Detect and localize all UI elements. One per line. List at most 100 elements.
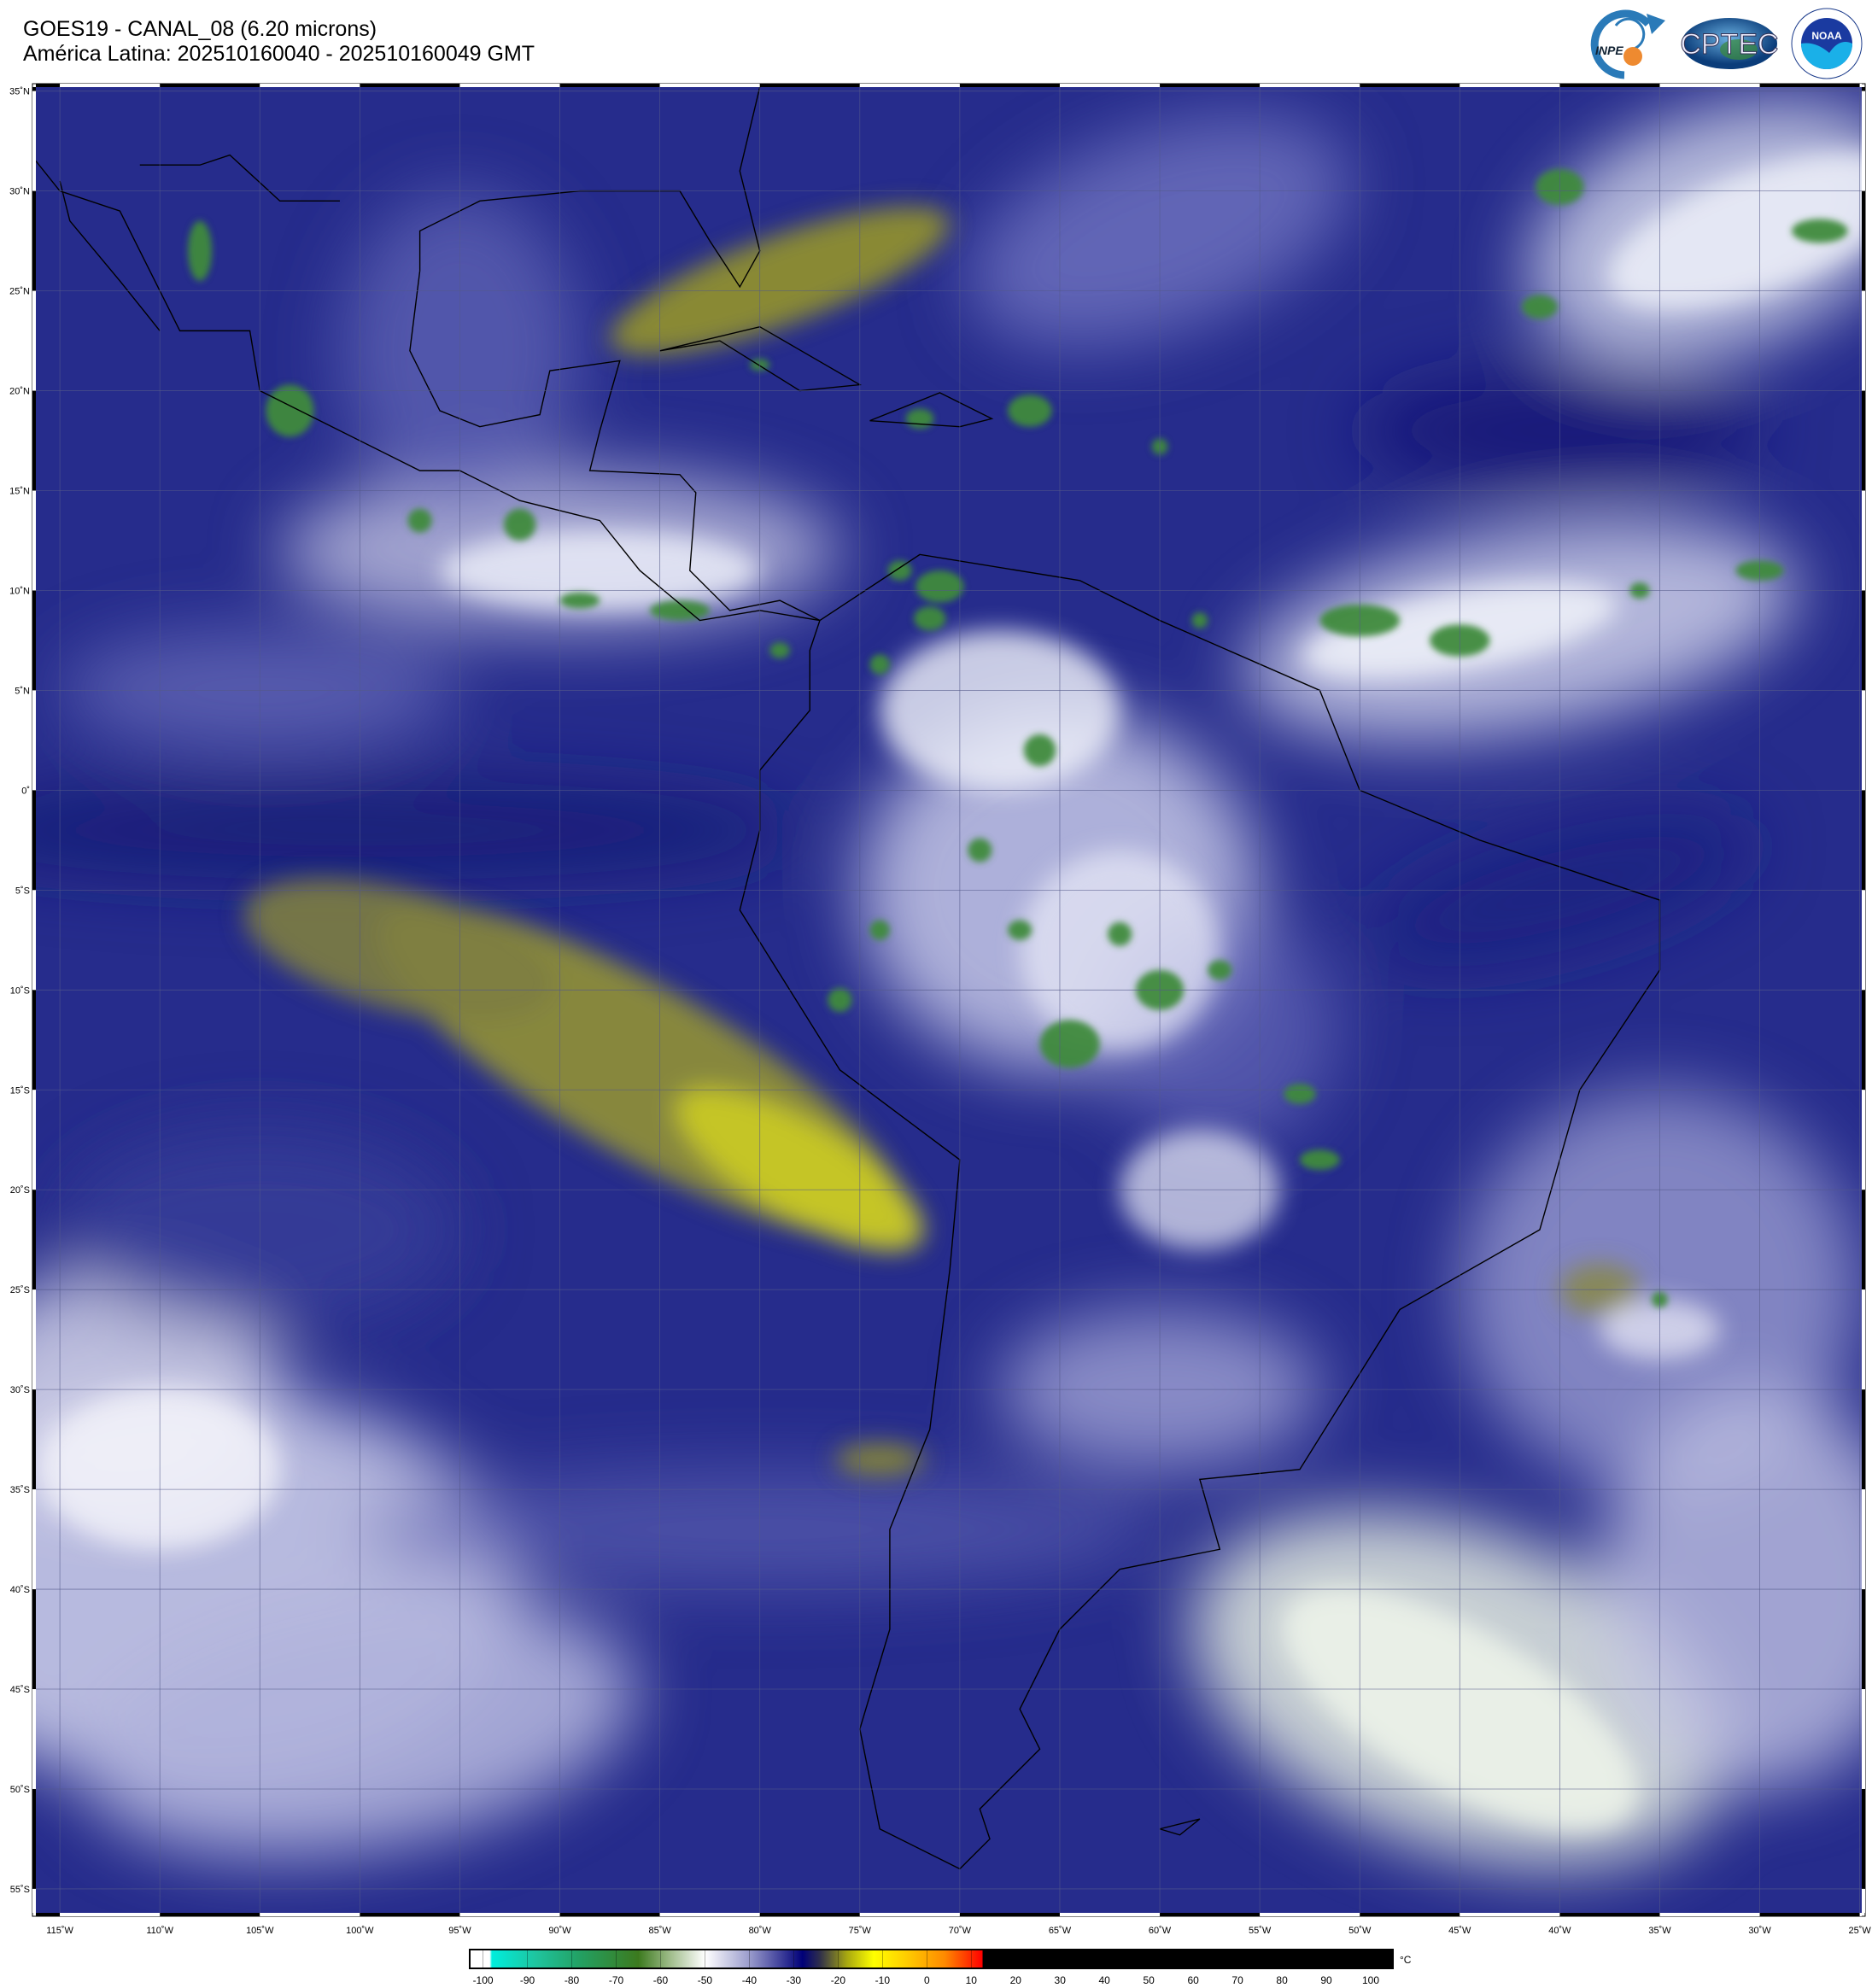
frame-bar [1859,1913,1862,1916]
frame-bar [1360,84,1460,87]
longitude-label: 115˚W [46,1926,73,1936]
cloud-top-region [440,530,760,611]
longitude-label: 60˚W [1149,1926,1172,1936]
coastline [418,87,761,289]
latitude-label: 10˚S [10,985,30,996]
colorbar-label: -30 [787,1974,802,1986]
convective-cell [1208,960,1232,980]
svg-text:INPE: INPE [1595,44,1623,57]
convective-cell [914,606,946,631]
convective-cell [1039,1020,1100,1068]
longitude-label: 95˚W [448,1926,471,1936]
inpe-logo: INPE [1590,9,1665,79]
coastline [1159,1818,1201,1836]
coastline [59,180,161,331]
convective-cell [1108,921,1132,946]
graticule [36,87,1862,1913]
colorbar-scale [469,1949,1394,1969]
latitude-label: 45˚S [10,1685,30,1695]
frame-bar [1559,1913,1660,1916]
convective-cell [828,987,852,1013]
coastline [869,392,994,428]
latitude-label: 15˚N [9,487,30,497]
frame-bar [32,890,36,991]
colorbar-label: 70 [1231,1974,1243,1986]
convective-cell [266,384,314,437]
frame-bar [1059,84,1161,87]
frame-bar [1759,1913,1860,1916]
longitude-label: 110˚W [146,1926,173,1936]
frame-bar [32,1190,36,1290]
longitude-label: 65˚W [1049,1926,1072,1936]
coastline [659,325,863,392]
longitude-label: 40˚W [1548,1926,1571,1936]
frame-bar [1559,84,1660,87]
frame-bar [360,1913,460,1916]
cptec-logo: CPTEC [1680,18,1779,69]
cloud-region [36,780,800,880]
frame-bar [1460,1913,1560,1916]
frame-bar [559,84,660,87]
frame-bar [36,84,61,87]
convective-cell [1284,1084,1316,1104]
colorbar-label: 60 [1187,1974,1199,1986]
dry-air-region [676,1088,924,1252]
convective-cell [187,220,213,281]
convective-cell [869,654,890,675]
colorbar-label: 30 [1055,1974,1067,1986]
frame-bar [32,590,36,691]
coastline [36,161,821,622]
colorbar-label: 100 [1362,1974,1379,1986]
latitude-label: 15˚S [10,1085,30,1096]
frame-bar [1862,590,1865,691]
noaa-logo: NOAA [1791,8,1863,79]
frame-bar [360,84,460,87]
longitude-label: 105˚W [246,1926,274,1936]
frame-bar [459,1913,560,1916]
frame-bar [32,690,36,791]
frame-bar [1862,1090,1865,1190]
colorbar-label: 20 [1010,1974,1022,1986]
colorbar-label: -50 [698,1974,713,1986]
longitude-label: 90˚W [548,1926,571,1936]
convective-cell [1191,612,1208,629]
longitude-label: 70˚W [949,1926,972,1936]
convective-cell [968,838,992,862]
frame-bar [1862,91,1865,191]
longitude-label: 50˚W [1348,1926,1372,1936]
frame-bar [1862,1888,1865,1913]
frame-bar [32,790,36,891]
latitude-label: 0˚ [21,786,30,796]
title-line-2: América Latina: 202510160040 - 202510160… [23,42,535,66]
frame-bar [32,1689,36,1789]
convective-cell [905,408,934,430]
longitude-label: 30˚W [1748,1926,1771,1936]
frame-bar [759,84,860,87]
latitude-label: 40˚S [10,1585,30,1595]
convective-cell [1008,920,1033,940]
convective-cell [1299,1149,1340,1170]
latitude-label: 20˚N [9,387,30,397]
map-frame [32,83,1866,1917]
logos: INPE CPTEC NOAA [1580,7,1863,80]
latitude-label: 35˚S [10,1485,30,1495]
frame-bar [1862,87,1865,91]
colorbar: -100 -90 -80 -70 -60 -50 -40 -30 -20 -10 0 10 20 30 40… [469,1949,1412,1986]
colorbar-label: 50 [1143,1974,1155,1986]
frame-bar [32,1489,36,1590]
frame-bar [1759,84,1860,87]
frame-bar [36,1913,61,1916]
frame-bar [1260,1913,1360,1916]
latitude-label: 25˚S [10,1285,30,1295]
colorbar-label: -40 [742,1974,758,1986]
frame-bar [859,1913,960,1916]
frame-bar [1862,890,1865,991]
frame-bar [32,1888,36,1913]
frame-bar [1862,190,1865,291]
colorbar-label: -100 [473,1974,494,1986]
title-line-1: GOES19 - CANAL_08 (6.20 microns) [23,17,377,41]
frame-bar [659,84,760,87]
longitude-label: 100˚W [346,1926,374,1936]
latitude-label: 55˚S [10,1885,30,1895]
dry-air-region [835,1443,924,1476]
